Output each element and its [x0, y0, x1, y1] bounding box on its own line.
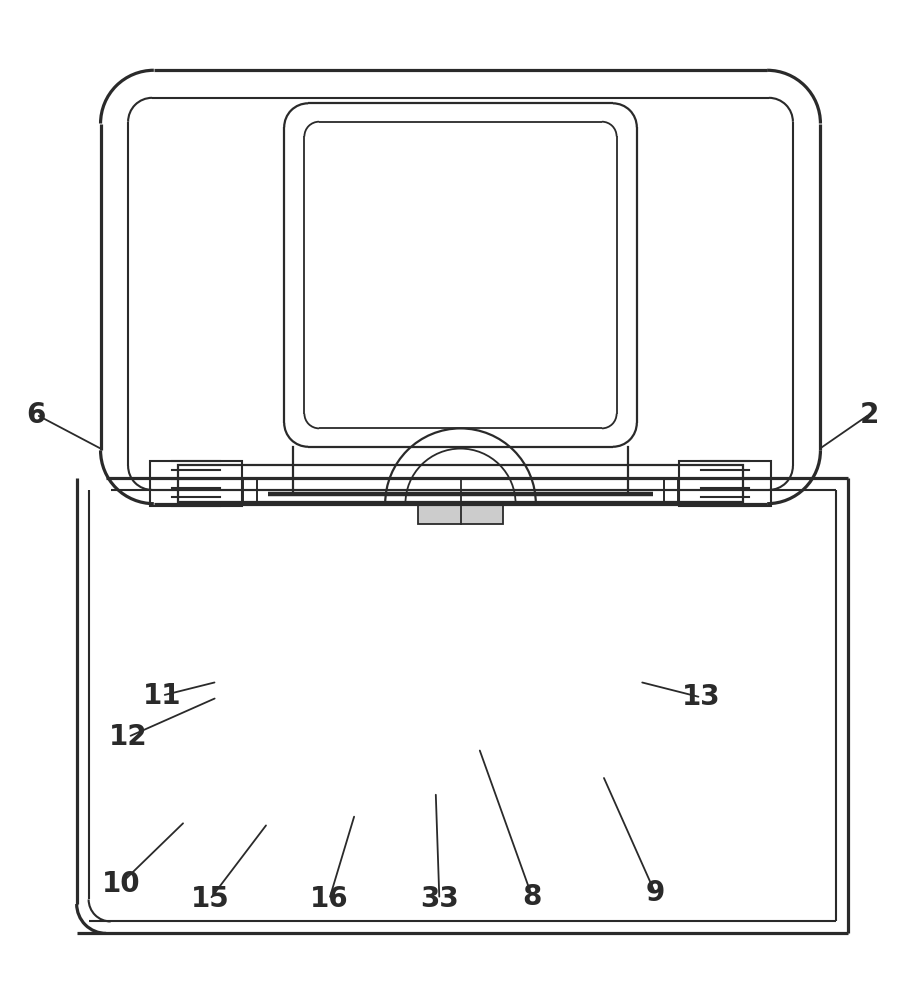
Text: 11: 11 — [143, 682, 181, 710]
Text: 8: 8 — [522, 883, 542, 911]
Text: 9: 9 — [646, 879, 665, 907]
Bar — [679, 461, 771, 506]
Bar — [178, 465, 743, 502]
Text: 15: 15 — [191, 885, 229, 913]
Bar — [150, 461, 242, 506]
Text: 16: 16 — [309, 885, 348, 913]
Text: 33: 33 — [420, 885, 459, 913]
Text: 2: 2 — [859, 401, 879, 429]
Text: 6: 6 — [27, 401, 46, 429]
Text: 10: 10 — [101, 870, 140, 898]
Text: 13: 13 — [682, 683, 720, 711]
Text: 12: 12 — [109, 723, 147, 751]
Bar — [418, 504, 503, 524]
